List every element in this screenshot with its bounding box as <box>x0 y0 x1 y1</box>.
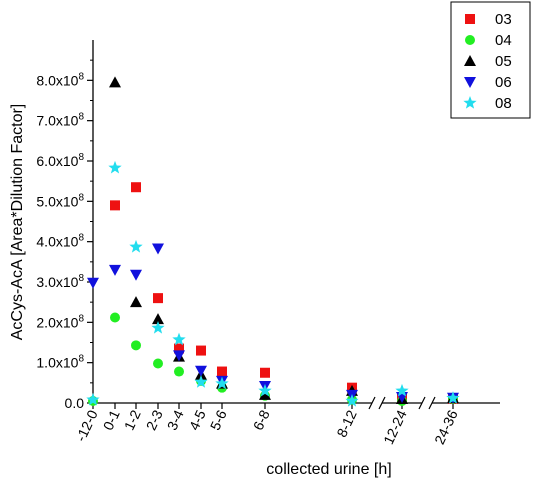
data-point <box>152 243 164 255</box>
data-point <box>172 332 186 346</box>
axis-break-mark <box>418 396 426 410</box>
data-point <box>260 367 270 378</box>
legend-label: 06 <box>495 74 512 91</box>
data-point <box>129 239 143 253</box>
data-point <box>109 76 121 88</box>
data-point <box>259 388 271 400</box>
data-point <box>215 376 229 390</box>
data-point <box>345 393 359 407</box>
x-tick-label: 2-3 <box>143 407 166 432</box>
legend-label: 03 <box>495 11 512 28</box>
series-03 <box>110 182 458 404</box>
legend-label: 05 <box>495 53 512 70</box>
data-point <box>446 391 460 404</box>
data-point <box>86 392 100 406</box>
data-point <box>258 383 272 397</box>
data-point <box>152 313 164 325</box>
data-point <box>110 312 120 323</box>
x-tick-label: 0-1 <box>100 407 123 432</box>
y-tick-label: 8.0x108 <box>36 71 84 88</box>
data-point <box>153 358 163 369</box>
legend-marker <box>464 77 476 88</box>
data-point <box>130 269 142 281</box>
data-point <box>108 160 122 174</box>
legend-marker <box>465 35 475 45</box>
data-point <box>217 366 227 377</box>
legend-marker <box>465 14 475 24</box>
legend-box <box>450 1 531 119</box>
legend-label: 08 <box>495 95 512 112</box>
data-point <box>174 343 184 354</box>
x-axis: -12-00-11-22-33-44-55-6 6-8 8-12 12-24 24-36 <box>72 396 500 447</box>
legend-marker <box>463 96 477 109</box>
axis-break-mark <box>368 396 376 410</box>
axis-break-mark <box>378 396 386 410</box>
y-tick-label: 5.0x108 <box>36 192 84 209</box>
data-point <box>153 293 163 304</box>
data-point <box>151 320 165 334</box>
legend-label: 04 <box>495 32 512 49</box>
x-tick-label: -12-0 <box>72 407 100 444</box>
x-tick-label: 12-24 <box>380 407 410 446</box>
y-tick-label: 6.0x108 <box>36 152 84 169</box>
data-point <box>131 182 141 193</box>
y-tick-label: 2.0x108 <box>36 313 84 330</box>
data-point <box>110 200 120 211</box>
y-tick-label: 1.0x108 <box>36 354 84 371</box>
y-tick-label: 4.0x108 <box>36 233 84 250</box>
x-tick-label: 24-36 <box>431 407 461 446</box>
data-point <box>395 383 409 397</box>
series-08 <box>86 160 460 407</box>
x-tick-label: 5-6 <box>207 407 230 432</box>
x-tick-label: 1-2 <box>121 407 144 432</box>
axis-break-mark <box>428 396 436 410</box>
legend: 03 04 05 06 08 <box>450 1 531 119</box>
series-05 <box>109 76 459 404</box>
y-axis-title: AcCys-AcA [Area*Dilution Factor] <box>9 104 26 341</box>
series-06 <box>87 243 459 404</box>
data-point <box>173 350 185 362</box>
data-markers <box>86 76 460 407</box>
data-point <box>196 345 206 356</box>
data-point <box>195 365 207 377</box>
x-axis-title: collected urine [h] <box>266 461 391 478</box>
x-tick-label: 6-8 <box>250 407 273 432</box>
data-point <box>87 277 99 289</box>
legend-marker <box>464 55 476 66</box>
data-point <box>174 366 184 377</box>
x-tick-label: 3-4 <box>164 407 187 432</box>
y-axis: 0.0 1.0x108 2.0x108 3.0x108 4.0x108 5.0x108 6.… <box>36 40 94 411</box>
x-tick-label: 8-12 <box>333 407 359 439</box>
y-tick-label: 0.0 <box>65 395 85 411</box>
y-tick-label: 3.0x108 <box>36 273 84 290</box>
data-point <box>130 296 142 308</box>
data-point <box>109 264 121 276</box>
data-point <box>194 375 208 388</box>
y-tick-label: 7.0x108 <box>36 112 84 129</box>
data-point <box>131 340 141 351</box>
x-tick-label: 4-5 <box>186 407 209 432</box>
